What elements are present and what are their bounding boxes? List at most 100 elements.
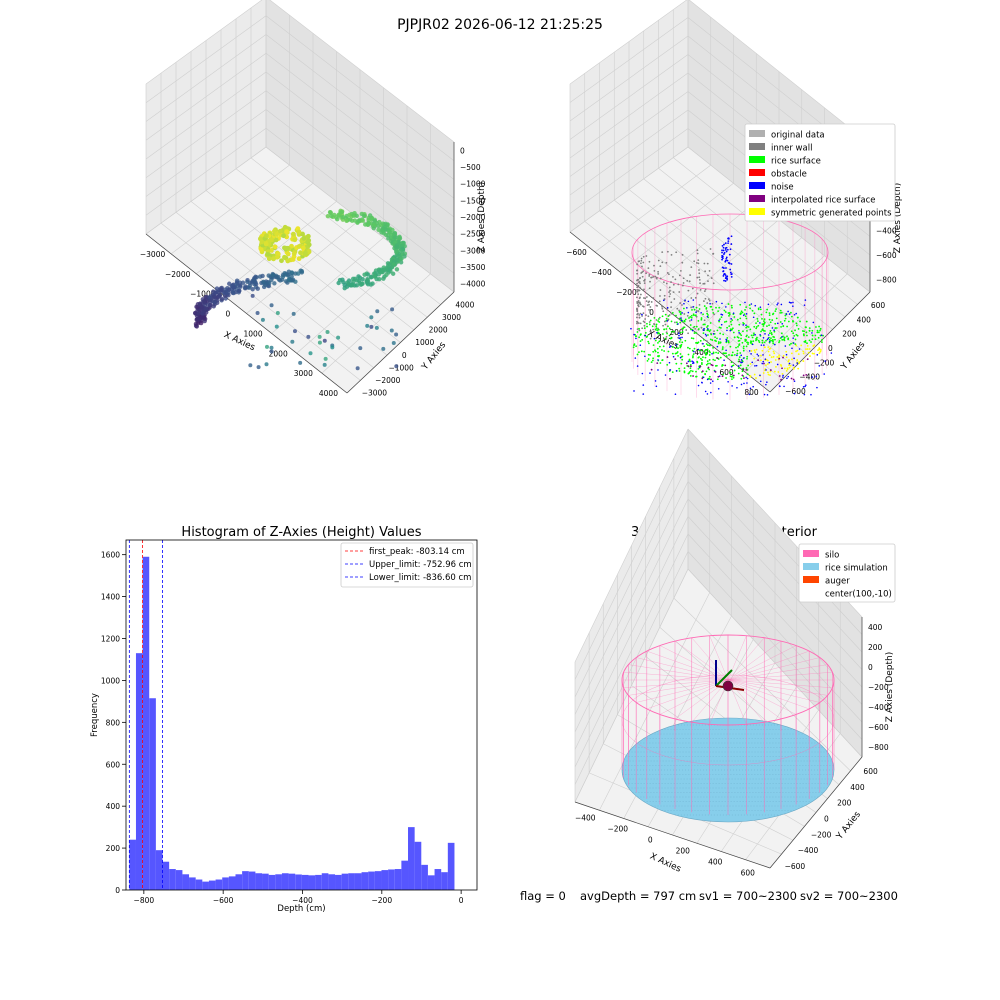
data-point bbox=[675, 251, 678, 254]
data-point bbox=[763, 318, 766, 321]
data-point bbox=[745, 306, 748, 309]
histogram-bar bbox=[447, 842, 455, 890]
data-point bbox=[659, 289, 662, 291]
data-point bbox=[680, 343, 683, 346]
data-point bbox=[279, 258, 284, 264]
data-point bbox=[661, 315, 664, 318]
wall-gridline bbox=[687, 446, 863, 635]
data-point bbox=[708, 368, 711, 371]
data-point bbox=[694, 296, 697, 299]
data-point bbox=[645, 296, 648, 298]
histogram-bar bbox=[441, 872, 448, 890]
data-point bbox=[756, 317, 759, 320]
data-point bbox=[778, 354, 780, 357]
data-point bbox=[637, 284, 640, 287]
data-point bbox=[769, 370, 772, 373]
data-point bbox=[703, 282, 706, 285]
data-point bbox=[704, 288, 707, 291]
data-point bbox=[767, 303, 770, 306]
data-point bbox=[782, 356, 784, 359]
data-point bbox=[640, 350, 643, 353]
data-point bbox=[691, 362, 694, 365]
data-point bbox=[638, 351, 640, 354]
data-point bbox=[741, 311, 744, 314]
data-point bbox=[699, 357, 702, 360]
data-point bbox=[767, 371, 769, 374]
data-point bbox=[708, 270, 711, 272]
data-point bbox=[368, 275, 374, 280]
data-point bbox=[342, 285, 347, 291]
data-point bbox=[657, 351, 659, 354]
data-point bbox=[778, 357, 781, 360]
data-point bbox=[394, 249, 399, 255]
data-point bbox=[742, 368, 745, 371]
x-tick-label: 600 bbox=[741, 869, 756, 878]
data-point bbox=[365, 272, 371, 277]
data-point bbox=[795, 344, 798, 347]
data-point bbox=[305, 233, 311, 239]
data-point bbox=[788, 366, 791, 369]
data-point bbox=[795, 350, 797, 353]
data-point bbox=[671, 352, 674, 355]
data-point bbox=[788, 364, 790, 366]
data-point bbox=[744, 301, 746, 304]
data-point bbox=[666, 356, 669, 358]
floor-gridline bbox=[673, 157, 858, 305]
data-point bbox=[804, 326, 807, 329]
histogram-bar bbox=[328, 874, 336, 890]
data-point bbox=[660, 349, 663, 351]
data-point bbox=[711, 364, 714, 367]
data-point bbox=[274, 231, 280, 237]
data-point bbox=[792, 337, 795, 339]
data-point bbox=[653, 316, 656, 319]
data-point bbox=[679, 313, 682, 315]
data-point bbox=[668, 273, 670, 276]
data-point bbox=[705, 370, 708, 373]
x-axis-line bbox=[569, 231, 771, 393]
data-point bbox=[760, 359, 762, 362]
data-point bbox=[796, 362, 799, 364]
data-point bbox=[720, 323, 723, 326]
data-point bbox=[697, 320, 700, 322]
data-point bbox=[722, 249, 725, 252]
data-point bbox=[782, 374, 784, 377]
data-point bbox=[659, 295, 661, 297]
histogram-bar bbox=[341, 873, 349, 890]
data-point bbox=[704, 333, 707, 336]
data-point bbox=[642, 393, 645, 395]
data-point bbox=[746, 325, 749, 328]
z-tick-label: −600 bbox=[868, 723, 889, 732]
data-point bbox=[641, 372, 644, 375]
data-point bbox=[290, 257, 296, 262]
data-point bbox=[741, 370, 744, 373]
data-point bbox=[773, 329, 775, 332]
y-tick-label: −3000 bbox=[362, 389, 388, 398]
histogram-bar bbox=[361, 872, 369, 890]
data-point bbox=[726, 392, 728, 395]
data-point bbox=[699, 288, 702, 291]
data-point bbox=[743, 377, 745, 379]
data-point bbox=[795, 324, 798, 327]
x-tick-label: −1000 bbox=[190, 290, 216, 299]
data-point bbox=[680, 345, 682, 348]
data-point bbox=[693, 308, 696, 311]
data-point bbox=[776, 356, 779, 358]
data-point bbox=[746, 377, 749, 380]
legend-entry: silo bbox=[825, 551, 839, 561]
data-point bbox=[810, 341, 812, 343]
sv2-status: sv2 = 700~2300 bbox=[800, 889, 898, 903]
data-point bbox=[665, 328, 668, 330]
data-point bbox=[806, 342, 808, 345]
y-tick-label: 600 bbox=[106, 760, 121, 769]
data-point bbox=[633, 344, 635, 347]
data-point bbox=[638, 327, 640, 330]
data-point bbox=[646, 359, 649, 362]
silo-roof-line bbox=[727, 679, 782, 720]
data-point bbox=[689, 365, 692, 368]
data-point bbox=[752, 340, 755, 343]
data-point bbox=[399, 256, 404, 262]
data-point bbox=[683, 313, 686, 315]
data-point bbox=[820, 334, 823, 336]
legend-frame bbox=[340, 542, 474, 588]
data-point bbox=[664, 313, 667, 316]
